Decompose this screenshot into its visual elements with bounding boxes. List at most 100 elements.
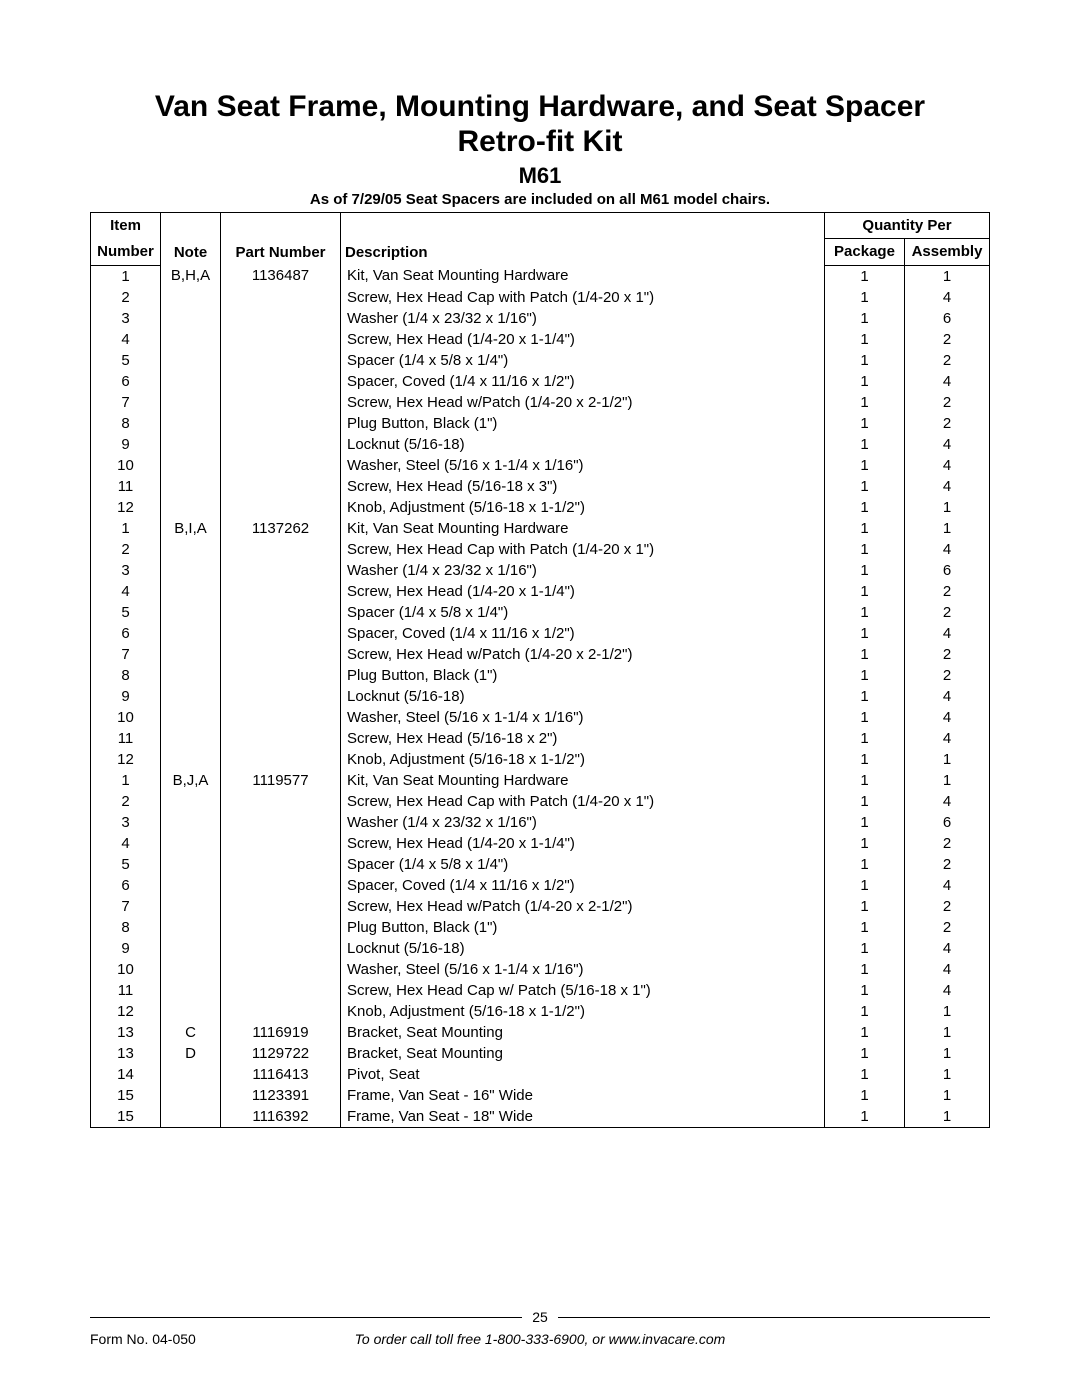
cell-pkg: 1 (825, 854, 905, 875)
cell-asm: 6 (905, 812, 990, 833)
cell-note (161, 896, 221, 917)
cell-pkg: 1 (825, 1043, 905, 1064)
table-row: 4Screw, Hex Head (1/4-20 x 1-1/4")12 (91, 329, 990, 350)
table-row: 4Screw, Hex Head (1/4-20 x 1-1/4")12 (91, 581, 990, 602)
cell-asm: 2 (905, 917, 990, 938)
cell-item: 15 (91, 1085, 161, 1106)
page-title: Van Seat Frame, Mounting Hardware, and S… (90, 90, 990, 159)
cell-desc: Frame, Van Seat - 18" Wide (341, 1106, 825, 1128)
form-number: Form No. 04-050 (90, 1331, 196, 1347)
cell-part (221, 560, 341, 581)
cell-item: 2 (91, 791, 161, 812)
cell-note (161, 938, 221, 959)
cell-pkg: 1 (825, 602, 905, 623)
cell-desc: Spacer, Coved (1/4 x 11/16 x 1/2") (341, 875, 825, 896)
table-row: 13D1129722Bracket, Seat Mounting11 (91, 1043, 990, 1064)
table-row: 5Spacer (1/4 x 5/8 x 1/4")12 (91, 602, 990, 623)
cell-desc: Screw, Hex Head (1/4-20 x 1-1/4") (341, 581, 825, 602)
cell-part (221, 980, 341, 1001)
col-item-l2: Number (91, 239, 161, 265)
cell-pkg: 1 (825, 308, 905, 329)
cell-part (221, 287, 341, 308)
cell-note (161, 329, 221, 350)
cell-pkg: 1 (825, 749, 905, 770)
cell-desc: Bracket, Seat Mounting (341, 1043, 825, 1064)
order-text: To order call toll free 1-800-333-6900, … (90, 1331, 990, 1347)
cell-item: 3 (91, 812, 161, 833)
cell-asm: 2 (905, 665, 990, 686)
cell-part (221, 455, 341, 476)
cell-pkg: 1 (825, 350, 905, 371)
cell-part (221, 434, 341, 455)
cell-asm: 2 (905, 602, 990, 623)
cell-note (161, 707, 221, 728)
cell-asm: 4 (905, 980, 990, 1001)
cell-asm: 2 (905, 350, 990, 371)
cell-desc: Screw, Hex Head w/Patch (1/4-20 x 2-1/2"… (341, 392, 825, 413)
table-row: 6Spacer, Coved (1/4 x 11/16 x 1/2")14 (91, 371, 990, 392)
table-row: 12Knob, Adjustment (5/16-18 x 1-1/2")11 (91, 497, 990, 518)
cell-pkg: 1 (825, 644, 905, 665)
cell-asm: 1 (905, 265, 990, 287)
cell-item: 1 (91, 518, 161, 539)
cell-part (221, 749, 341, 770)
cell-note: B,J,A (161, 770, 221, 791)
table-row: 2 Screw, Hex Head Cap with Patch (1/4-20 … (91, 287, 990, 308)
cell-item: 13 (91, 1043, 161, 1064)
cell-pkg: 1 (825, 1085, 905, 1106)
cell-asm: 2 (905, 392, 990, 413)
cell-desc: Screw, Hex Head w/Patch (1/4-20 x 2-1/2"… (341, 644, 825, 665)
cell-note (161, 455, 221, 476)
cell-note (161, 434, 221, 455)
cell-note (161, 560, 221, 581)
cell-item: 10 (91, 455, 161, 476)
cell-note (161, 1001, 221, 1022)
cell-part (221, 602, 341, 623)
cell-item: 7 (91, 644, 161, 665)
cell-item: 8 (91, 665, 161, 686)
cell-item: 3 (91, 560, 161, 581)
cell-pkg: 1 (825, 770, 905, 791)
cell-note: B,I,A (161, 518, 221, 539)
cell-asm: 4 (905, 476, 990, 497)
cell-note (161, 350, 221, 371)
cell-pkg: 1 (825, 875, 905, 896)
page-number: 25 (532, 1309, 548, 1325)
model-heading: M61 (90, 163, 990, 189)
cell-item: 11 (91, 476, 161, 497)
cell-item: 7 (91, 392, 161, 413)
cell-part: 1129722 (221, 1043, 341, 1064)
col-part: Part Number (221, 213, 341, 266)
cell-asm: 4 (905, 959, 990, 980)
cell-part (221, 392, 341, 413)
cell-pkg: 1 (825, 371, 905, 392)
title-line2: Retro-fit Kit (458, 125, 623, 158)
cell-note (161, 686, 221, 707)
cell-desc: Screw, Hex Head Cap with Patch (1/4-20 x… (341, 287, 825, 308)
cell-item: 12 (91, 1001, 161, 1022)
cell-pkg: 1 (825, 623, 905, 644)
cell-desc: Kit, Van Seat Mounting Hardware (341, 518, 825, 539)
cell-asm: 4 (905, 686, 990, 707)
cell-pkg: 1 (825, 812, 905, 833)
cell-asm: 2 (905, 581, 990, 602)
cell-pkg: 1 (825, 518, 905, 539)
cell-asm: 4 (905, 728, 990, 749)
cell-part (221, 728, 341, 749)
cell-desc: Locknut (5/16-18) (341, 686, 825, 707)
cell-note (161, 644, 221, 665)
cell-pkg: 1 (825, 896, 905, 917)
table-row: 4Screw, Hex Head (1/4-20 x 1-1/4")12 (91, 833, 990, 854)
cell-item: 9 (91, 434, 161, 455)
cell-pkg: 1 (825, 581, 905, 602)
table-row: 3Washer (1/4 x 23/32 x 1/16")16 (91, 560, 990, 581)
cell-desc: Washer, Steel (5/16 x 1-1/4 x 1/16") (341, 959, 825, 980)
cell-asm: 1 (905, 1106, 990, 1128)
cell-desc: Knob, Adjustment (5/16-18 x 1-1/2") (341, 1001, 825, 1022)
cell-desc: Knob, Adjustment (5/16-18 x 1-1/2") (341, 749, 825, 770)
cell-asm: 2 (905, 833, 990, 854)
cell-note (161, 1106, 221, 1128)
cell-item: 2 (91, 287, 161, 308)
table-row: 9Locknut (5/16-18)14 (91, 938, 990, 959)
cell-desc: Plug Button, Black (1") (341, 917, 825, 938)
